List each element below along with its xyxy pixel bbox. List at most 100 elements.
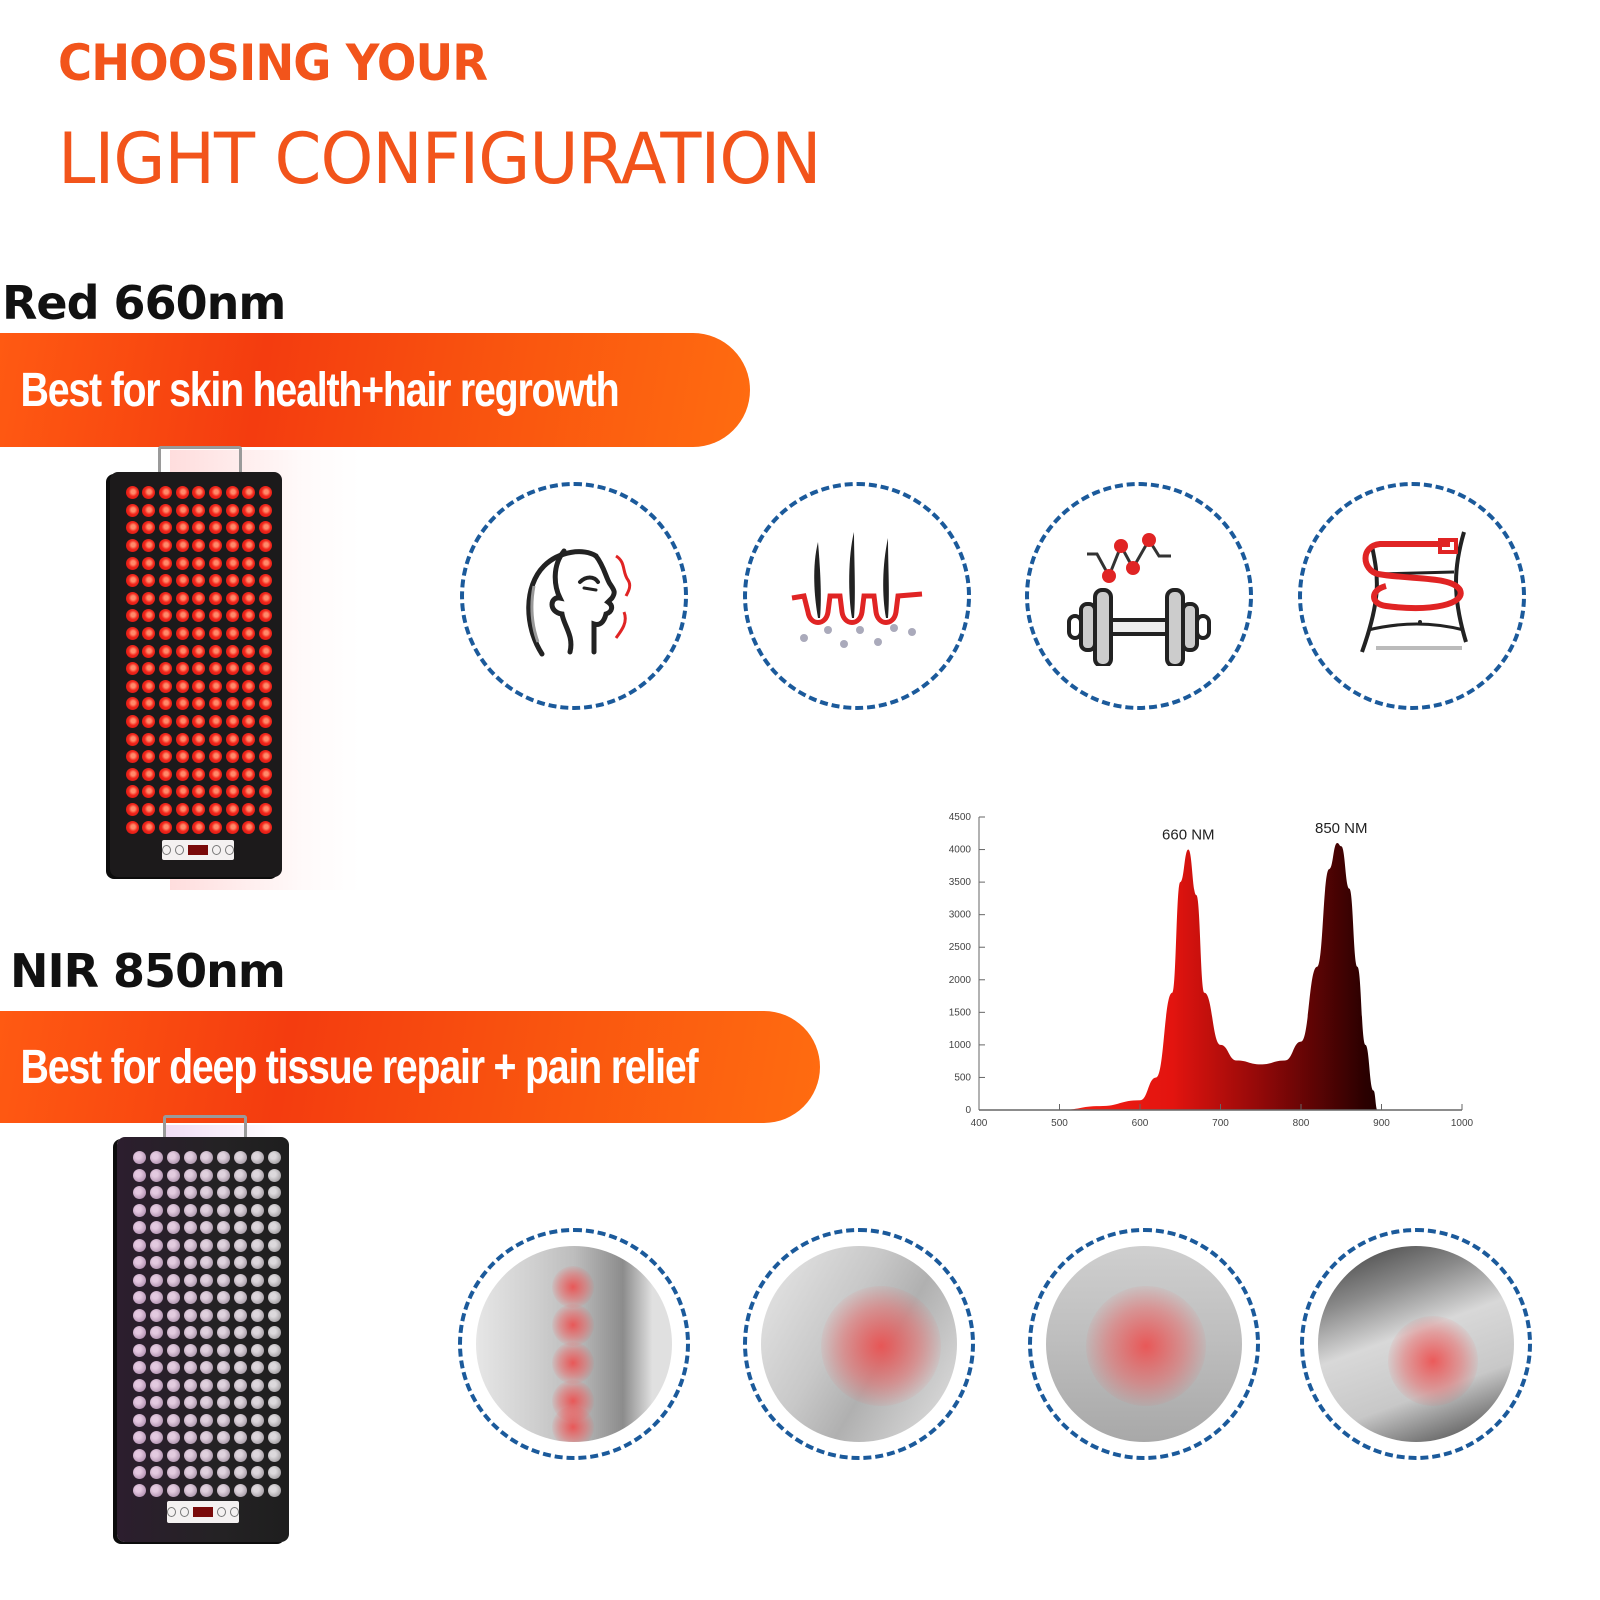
led — [175, 556, 189, 570]
led — [149, 1326, 163, 1340]
led — [251, 1413, 265, 1427]
led — [125, 697, 139, 711]
led — [166, 1413, 180, 1427]
led — [217, 1256, 231, 1270]
led — [149, 1483, 163, 1497]
led — [132, 1273, 146, 1287]
led — [142, 715, 156, 729]
led — [259, 574, 273, 588]
led — [268, 1431, 282, 1445]
led — [125, 679, 139, 693]
led — [149, 1343, 163, 1357]
led — [259, 486, 273, 500]
svg-text:700: 700 — [1212, 1118, 1229, 1129]
waist-slimming-icon — [1360, 531, 1468, 653]
led — [200, 1378, 214, 1392]
led — [242, 574, 256, 588]
led — [200, 1273, 214, 1287]
banner-red-text: Best for skin health+hair regrowth — [20, 363, 620, 417]
led — [259, 715, 273, 729]
led — [225, 644, 239, 658]
led — [175, 679, 189, 693]
led — [159, 715, 173, 729]
led — [192, 697, 206, 711]
led — [125, 644, 139, 658]
led — [268, 1361, 282, 1375]
led — [209, 715, 223, 729]
led — [251, 1168, 265, 1182]
led — [192, 503, 206, 517]
benefit-skin-health — [460, 482, 688, 710]
led — [268, 1378, 282, 1392]
led — [149, 1151, 163, 1165]
led — [166, 1186, 180, 1200]
led — [192, 679, 206, 693]
led — [259, 591, 273, 605]
led — [200, 1291, 214, 1305]
minus-icon — [216, 1507, 226, 1517]
led — [149, 1396, 163, 1410]
led — [132, 1151, 146, 1165]
spectrum-chart: 0 500 1000 1500 2000 2500 3000 3500 4000 4500 400 5… — [940, 805, 1480, 1135]
led — [166, 1221, 180, 1235]
led — [192, 732, 206, 746]
led — [234, 1413, 248, 1427]
led — [159, 521, 173, 535]
led — [159, 767, 173, 781]
led — [149, 1256, 163, 1270]
led — [200, 1466, 214, 1480]
led — [234, 1326, 248, 1340]
led — [175, 539, 189, 553]
led — [149, 1168, 163, 1182]
led — [209, 662, 223, 676]
led — [183, 1466, 197, 1480]
led — [166, 1483, 180, 1497]
led — [125, 591, 139, 605]
led — [209, 785, 223, 799]
svg-text:3500: 3500 — [949, 877, 972, 888]
benefit-muscle-performance — [1025, 482, 1253, 710]
led — [200, 1483, 214, 1497]
led — [183, 1238, 197, 1252]
led — [251, 1273, 265, 1287]
led — [149, 1238, 163, 1252]
led — [225, 820, 239, 834]
led — [166, 1343, 180, 1357]
led — [217, 1273, 231, 1287]
led — [217, 1483, 231, 1497]
led — [251, 1466, 265, 1480]
led — [125, 715, 139, 729]
led — [183, 1151, 197, 1165]
led — [149, 1413, 163, 1427]
led — [132, 1308, 146, 1322]
svg-text:0: 0 — [965, 1105, 971, 1116]
led — [200, 1186, 214, 1200]
led — [217, 1291, 231, 1305]
led — [268, 1168, 282, 1182]
led — [166, 1291, 180, 1305]
led — [225, 732, 239, 746]
led — [183, 1361, 197, 1375]
led — [217, 1466, 231, 1480]
led — [251, 1483, 265, 1497]
led — [125, 750, 139, 764]
led — [125, 767, 139, 781]
led — [209, 820, 223, 834]
led — [251, 1396, 265, 1410]
led — [175, 486, 189, 500]
led — [125, 732, 139, 746]
section-label-nir-850: NIR 850nm — [10, 944, 286, 998]
led — [234, 1378, 248, 1392]
svg-text:2500: 2500 — [949, 942, 972, 953]
power-icon — [167, 1507, 177, 1517]
led — [200, 1221, 214, 1235]
led — [217, 1448, 231, 1462]
led — [234, 1168, 248, 1182]
led — [251, 1378, 265, 1392]
led — [251, 1343, 265, 1357]
led — [159, 697, 173, 711]
led — [192, 750, 206, 764]
led — [242, 627, 256, 641]
led — [259, 679, 273, 693]
led — [268, 1308, 282, 1322]
